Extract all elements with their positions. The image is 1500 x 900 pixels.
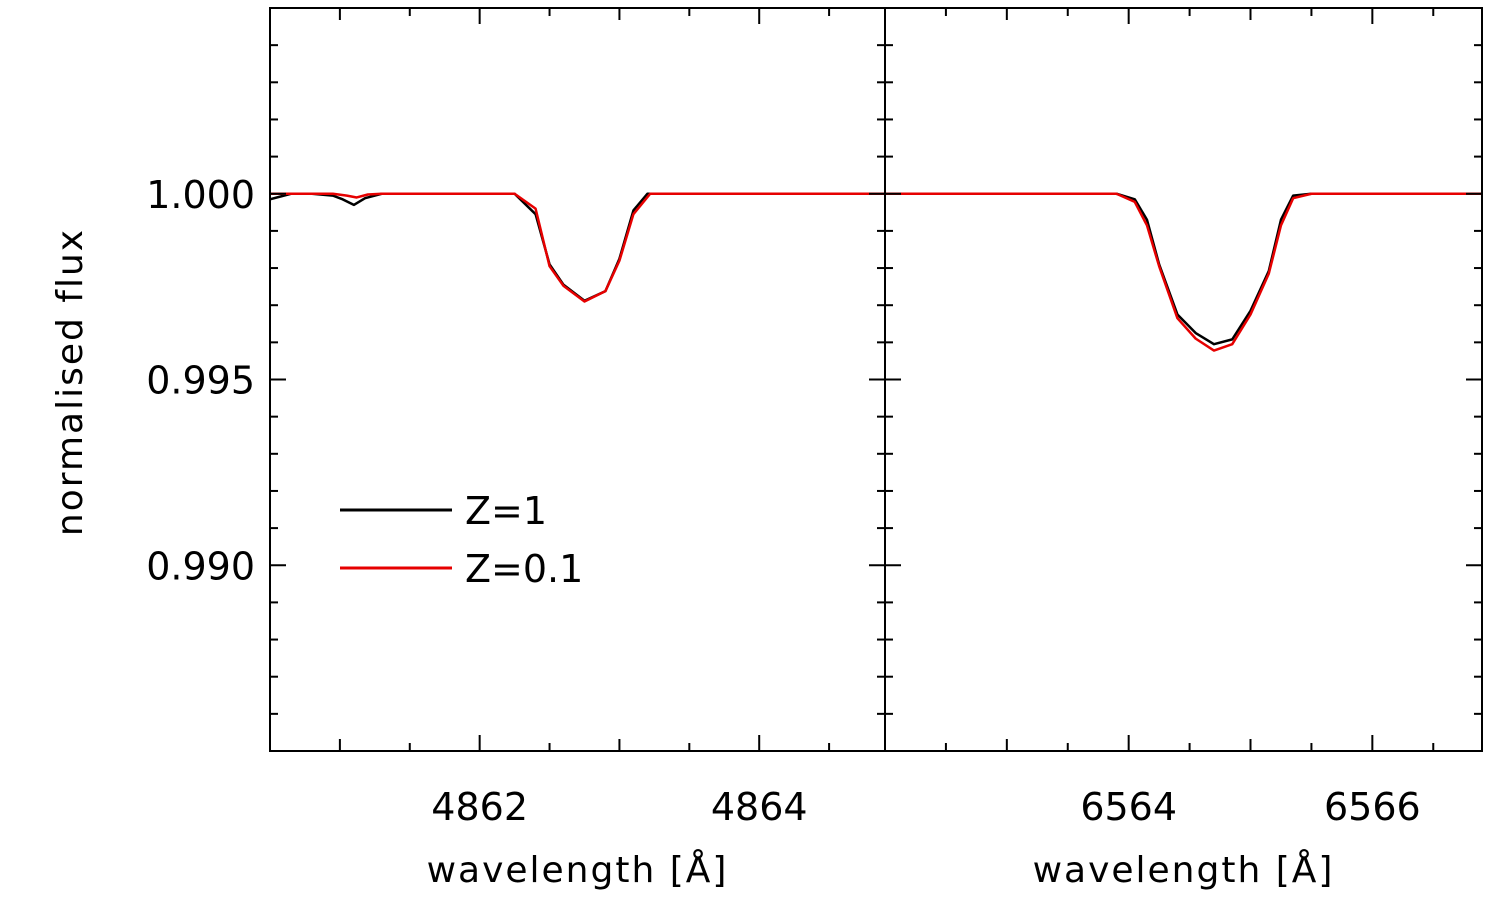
series-line-z01 [885,192,1482,352]
panels-layer: 4862 4864 wavelength [Å] 6564 6566 wavelength… [146,7,1483,891]
legend-label: Z=0.1 [465,547,583,591]
plot-frame [269,7,886,752]
x-tick-label: 6566 [1324,785,1421,829]
y-tick-label: 0.995 [146,359,255,403]
plot-frame [884,7,1483,752]
x-axis-label: wavelength [Å] [427,848,729,891]
legend: Z=1 Z=0.1 [340,489,583,591]
y-tick-label: 1.000 [146,173,255,217]
x-tick-label: 4862 [431,785,528,829]
panel-1: 4862 4864 wavelength [Å] [269,7,886,891]
panel-2: 6564 6566 wavelength [Å] [884,7,1483,891]
y-axis-label: normalised flux [50,228,91,536]
x-tick-label: 6564 [1080,785,1177,829]
legend-label: Z=1 [465,489,547,533]
x-axis-label: wavelength [Å] [1033,848,1335,891]
series-line-z1 [885,192,1482,346]
y-tick-label: 0.990 [146,544,255,588]
series-line-z01 [270,192,885,303]
x-tick-label: 4864 [711,785,808,829]
series-line-z1 [270,192,885,302]
